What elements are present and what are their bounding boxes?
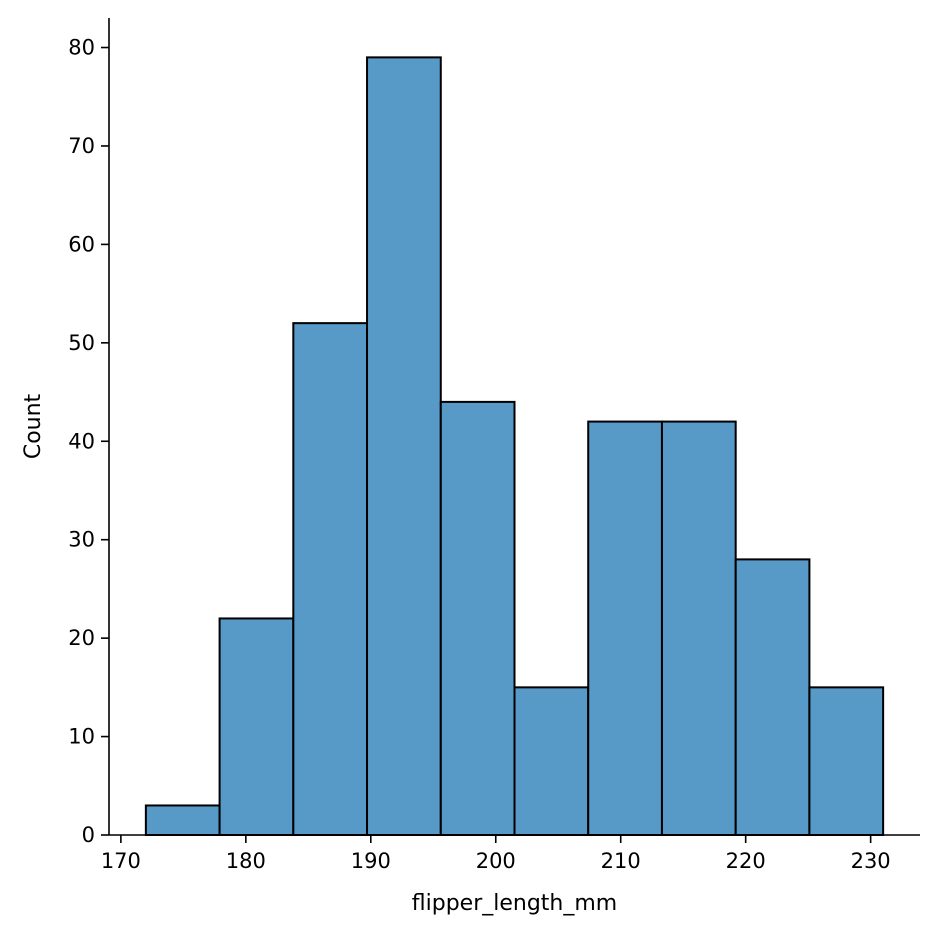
y-tick-label-80: 80: [68, 36, 95, 60]
histogram-bar-8: [734, 558, 811, 837]
histogram-bar-0: [144, 804, 221, 837]
histogram-bar-4: [439, 400, 516, 836]
histogram-bar-3: [366, 56, 442, 837]
y-tick-label-0: 0: [82, 823, 95, 847]
x-tick-label-220: 220: [726, 849, 766, 873]
y-ticks-group: 0 10 20 30 40 50 60 70 80: [68, 36, 109, 847]
y-axis-label: Count: [21, 393, 46, 459]
x-tick-label-190: 190: [351, 849, 391, 873]
x-tick-label-210: 210: [601, 849, 641, 873]
x-tick-label-200: 200: [476, 849, 516, 873]
x-ticks-group: 170 180 190 200 210 220 230: [101, 835, 891, 873]
y-tick-label-70: 70: [68, 134, 95, 158]
x-tick-label-170: 170: [101, 849, 141, 873]
bars-group: [144, 56, 885, 837]
x-tick-label-230: 230: [851, 849, 891, 873]
x-axis-label: flipper_length_mm: [412, 891, 617, 916]
x-tick-label-180: 180: [226, 849, 266, 873]
y-tick-label-10: 10: [68, 725, 95, 749]
histogram-bar-6: [587, 420, 663, 836]
histogram-bar-5: [513, 686, 590, 837]
histogram-bar-2: [292, 322, 369, 836]
y-tick-label-20: 20: [68, 626, 95, 650]
histogram-bar-9: [808, 686, 885, 837]
y-tick-label-50: 50: [68, 331, 95, 355]
y-tick-label-30: 30: [68, 528, 95, 552]
histogram-bar-1: [218, 617, 295, 837]
y-tick-label-40: 40: [68, 429, 95, 453]
y-tick-label-60: 60: [68, 232, 95, 256]
histogram-bar-7: [660, 420, 737, 836]
